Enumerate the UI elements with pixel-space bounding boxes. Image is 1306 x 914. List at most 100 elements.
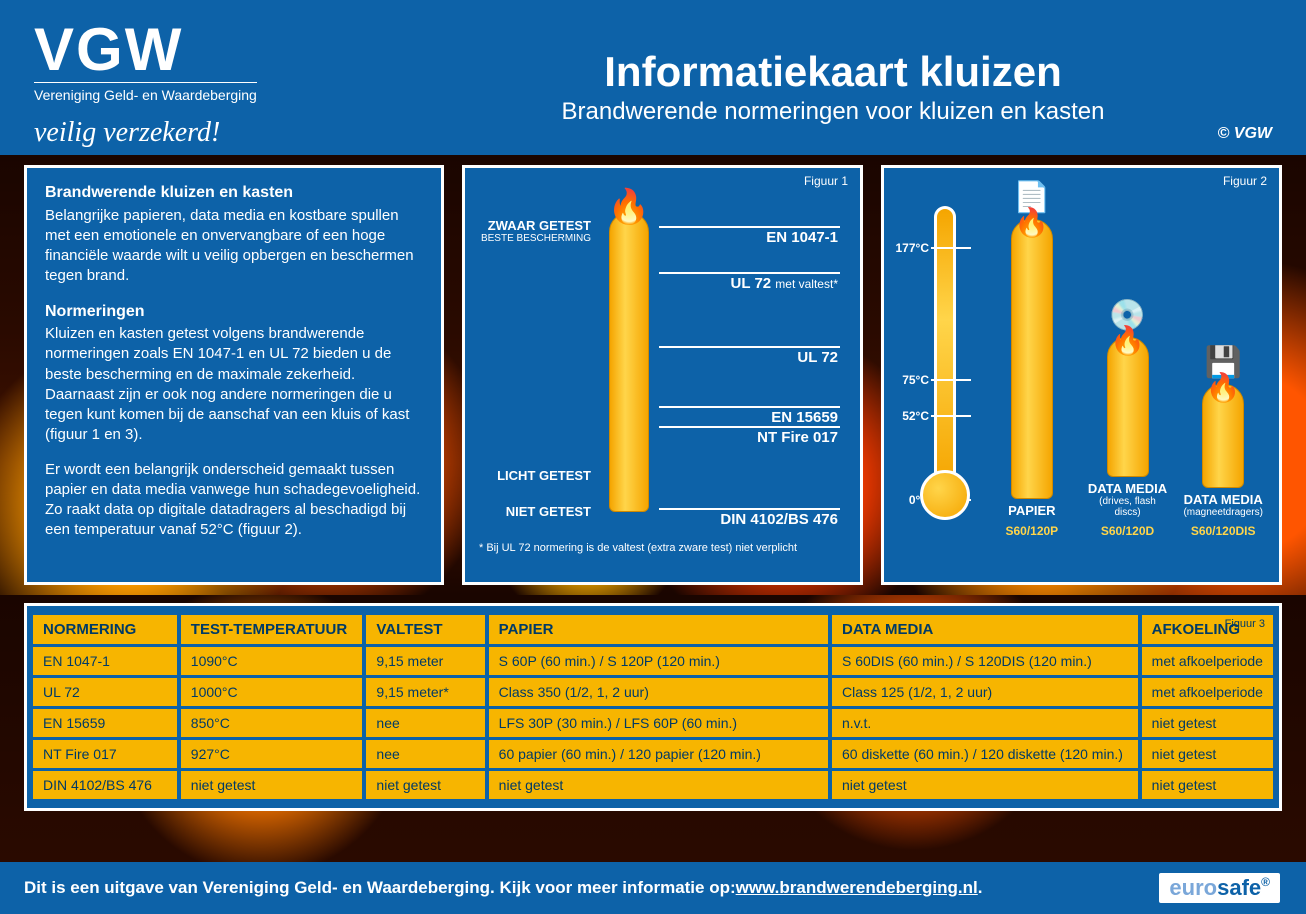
table-header: VALTEST bbox=[366, 615, 488, 644]
table-header: TEST-TEMPERATUUR bbox=[181, 615, 367, 644]
fig1-left-mid: LICHT GETEST bbox=[497, 468, 591, 483]
main-panels: Brandwerende kluizen en kasten Belangrij… bbox=[0, 155, 1306, 595]
figure-1: Figuur 1 ZWAAR GETEST BESTE BESCHERMING … bbox=[462, 165, 863, 585]
table-cell: 9,15 meter* bbox=[366, 678, 488, 706]
fig1-label: Figuur 1 bbox=[804, 174, 848, 188]
table-cell: niet getest bbox=[1142, 771, 1273, 799]
media-sub: (magneetdragers) bbox=[1183, 507, 1262, 518]
table-cell: Class 125 (1/2, 1, 2 uur) bbox=[832, 678, 1142, 706]
media-name: DATA MEDIA bbox=[1088, 481, 1167, 496]
thermo-tick: 75°C bbox=[931, 379, 971, 381]
table-cell: LFS 30P (30 min.) / LFS 60P (60 min.) bbox=[489, 709, 832, 737]
page-title: Informatiekaart kluizen bbox=[394, 48, 1272, 96]
title-block: Informatiekaart kluizen Brandwerende nor… bbox=[394, 20, 1272, 126]
table-cell: 1090°C bbox=[181, 647, 367, 675]
header: VGW Vereniging Geld- en Waardeberging ve… bbox=[0, 0, 1306, 155]
table-cell: 60 papier (60 min.) / 120 papier (120 mi… bbox=[489, 740, 832, 768]
fig1-mark: NT Fire 017 bbox=[659, 426, 840, 446]
flame-icon: 🔥 bbox=[608, 187, 650, 227]
fig1-left-bot: NIET GETEST bbox=[506, 504, 591, 519]
media-name: PAPIER bbox=[1008, 503, 1055, 518]
logo-sub: Vereniging Geld- en Waardeberging bbox=[34, 82, 257, 103]
fig1-mark: UL 72 met valtest* bbox=[659, 272, 840, 292]
table-cell: n.v.t. bbox=[832, 709, 1142, 737]
table-band: Figuur 3 NORMERINGTEST-TEMPERATUURVALTES… bbox=[0, 595, 1306, 862]
table-row: UL 721000°C9,15 meter*Class 350 (1/2, 1,… bbox=[33, 678, 1273, 706]
media-name: DATA MEDIA bbox=[1184, 492, 1263, 507]
table-cell: nee bbox=[366, 709, 488, 737]
media-bar: 🔥 bbox=[1011, 219, 1053, 499]
table-cell: niet getest bbox=[366, 771, 488, 799]
footer: Dit is een uitgave van Vereniging Geld- … bbox=[0, 862, 1306, 914]
table-cell: Class 350 (1/2, 1, 2 uur) bbox=[489, 678, 832, 706]
table-cell: niet getest bbox=[181, 771, 367, 799]
table-cell: met afkoelperiode bbox=[1142, 647, 1273, 675]
page-subtitle: Brandwerende normeringen voor kluizen en… bbox=[394, 98, 1272, 126]
table-header: PAPIER bbox=[489, 615, 832, 644]
fig1-bar: 🔥 bbox=[609, 212, 649, 512]
table-cell: 850°C bbox=[181, 709, 367, 737]
fig1-marks: EN 1047-1 UL 72 met valtest* UL 72 EN 15659… bbox=[659, 188, 846, 538]
media-sub: (drives, flash discs) bbox=[1086, 496, 1170, 518]
standards-table-panel: Figuur 3 NORMERINGTEST-TEMPERATUURVALTES… bbox=[24, 603, 1282, 811]
media-code: S60/120P bbox=[1005, 524, 1058, 538]
table-cell: niet getest bbox=[489, 771, 832, 799]
flame-icon: 🔥 bbox=[1014, 206, 1049, 239]
thermo-tick: 52°C bbox=[931, 415, 971, 417]
table-row: EN 1047-11090°C9,15 meterS 60P (60 min.)… bbox=[33, 647, 1273, 675]
media-bar: 🔥 bbox=[1202, 384, 1244, 488]
table-cell: 1000°C bbox=[181, 678, 367, 706]
table-row: EN 15659850°CneeLFS 30P (30 min.) / LFS … bbox=[33, 709, 1273, 737]
flame-icon: 🔥 bbox=[1110, 324, 1145, 357]
media-code: S60/120D bbox=[1101, 524, 1154, 538]
table-cell: S 60DIS (60 min.) / S 120DIS (120 min.) bbox=[832, 647, 1142, 675]
fig1-mark: DIN 4102/BS 476 bbox=[659, 508, 840, 528]
media-column: 💾🔥DATA MEDIA(magneetdragers)S60/120DIS bbox=[1181, 345, 1265, 538]
fig1-mark: UL 72 bbox=[659, 346, 840, 366]
figure-2: Figuur 2 177°C75°C52°C0°C 📄🔥PAPIERS60/12… bbox=[881, 165, 1282, 585]
intro-p1: Belangrijke papieren, data media en kost… bbox=[45, 206, 423, 287]
eurosafe-badge: eurosafe® bbox=[1157, 871, 1282, 905]
table-cell: EN 15659 bbox=[33, 709, 181, 737]
media-bar: 🔥 bbox=[1107, 337, 1149, 477]
copyright: © VGW bbox=[1218, 125, 1272, 143]
table-cell: NT Fire 017 bbox=[33, 740, 181, 768]
table-cell: EN 1047-1 bbox=[33, 647, 181, 675]
table-cell: 9,15 meter bbox=[366, 647, 488, 675]
thermometer: 177°C75°C52°C0°C bbox=[898, 188, 978, 538]
intro-panel: Brandwerende kluizen en kasten Belangrij… bbox=[24, 165, 444, 585]
table-cell: DIN 4102/BS 476 bbox=[33, 771, 181, 799]
table-row: NT Fire 017927°Cnee60 papier (60 min.) /… bbox=[33, 740, 1273, 768]
table-cell: niet getest bbox=[1142, 709, 1273, 737]
table-cell: UL 72 bbox=[33, 678, 181, 706]
thermo-tick: 177°C bbox=[931, 247, 971, 249]
table-cell: nee bbox=[366, 740, 488, 768]
table-header: DATA MEDIA bbox=[832, 615, 1142, 644]
footer-text: Dit is een uitgave van Vereniging Geld- … bbox=[24, 878, 736, 898]
fig1-footnote: * Bij UL 72 normering is de valtest (ext… bbox=[479, 542, 846, 554]
intro-h1: Brandwerende kluizen en kasten bbox=[45, 182, 423, 204]
intro-p2: Kluizen en kasten getest volgens brandwe… bbox=[45, 324, 423, 446]
table-cell: 927°C bbox=[181, 740, 367, 768]
logo-block: VGW Vereniging Geld- en Waardeberging ve… bbox=[34, 20, 394, 149]
table-cell: niet getest bbox=[832, 771, 1142, 799]
fig1-mark: EN 15659 bbox=[659, 406, 840, 426]
flame-icon: 🔥 bbox=[1206, 371, 1241, 404]
intro-p3: Er wordt een belangrijk onderscheid gema… bbox=[45, 460, 423, 541]
footer-period: . bbox=[978, 878, 983, 898]
media-column: 📄🔥PAPIERS60/120P bbox=[990, 180, 1074, 538]
fig1-left-top: ZWAAR GETEST bbox=[488, 218, 591, 233]
fig3-label: Figuur 3 bbox=[1225, 618, 1265, 630]
media-code: S60/120DIS bbox=[1191, 524, 1256, 538]
standards-table: NORMERINGTEST-TEMPERATUURVALTESTPAPIERDA… bbox=[33, 612, 1273, 802]
fig1-mark: EN 1047-1 bbox=[659, 226, 840, 246]
table-cell: S 60P (60 min.) / S 120P (120 min.) bbox=[489, 647, 832, 675]
tagline: veilig verzekerd! bbox=[34, 117, 394, 149]
table-cell: 60 diskette (60 min.) / 120 diskette (12… bbox=[832, 740, 1142, 768]
media-column: 💿🔥DATA MEDIA(drives, flash discs)S60/120… bbox=[1086, 298, 1170, 538]
footer-link[interactable]: www.brandwerendeberging.nl bbox=[736, 878, 978, 898]
fig1-left-labels: ZWAAR GETEST BESTE BESCHERMING LICHT GET… bbox=[479, 188, 599, 538]
table-header: NORMERING bbox=[33, 615, 181, 644]
fig1-left-topsub: BESTE BESCHERMING bbox=[481, 233, 591, 244]
intro-h2: Normeringen bbox=[45, 301, 423, 323]
